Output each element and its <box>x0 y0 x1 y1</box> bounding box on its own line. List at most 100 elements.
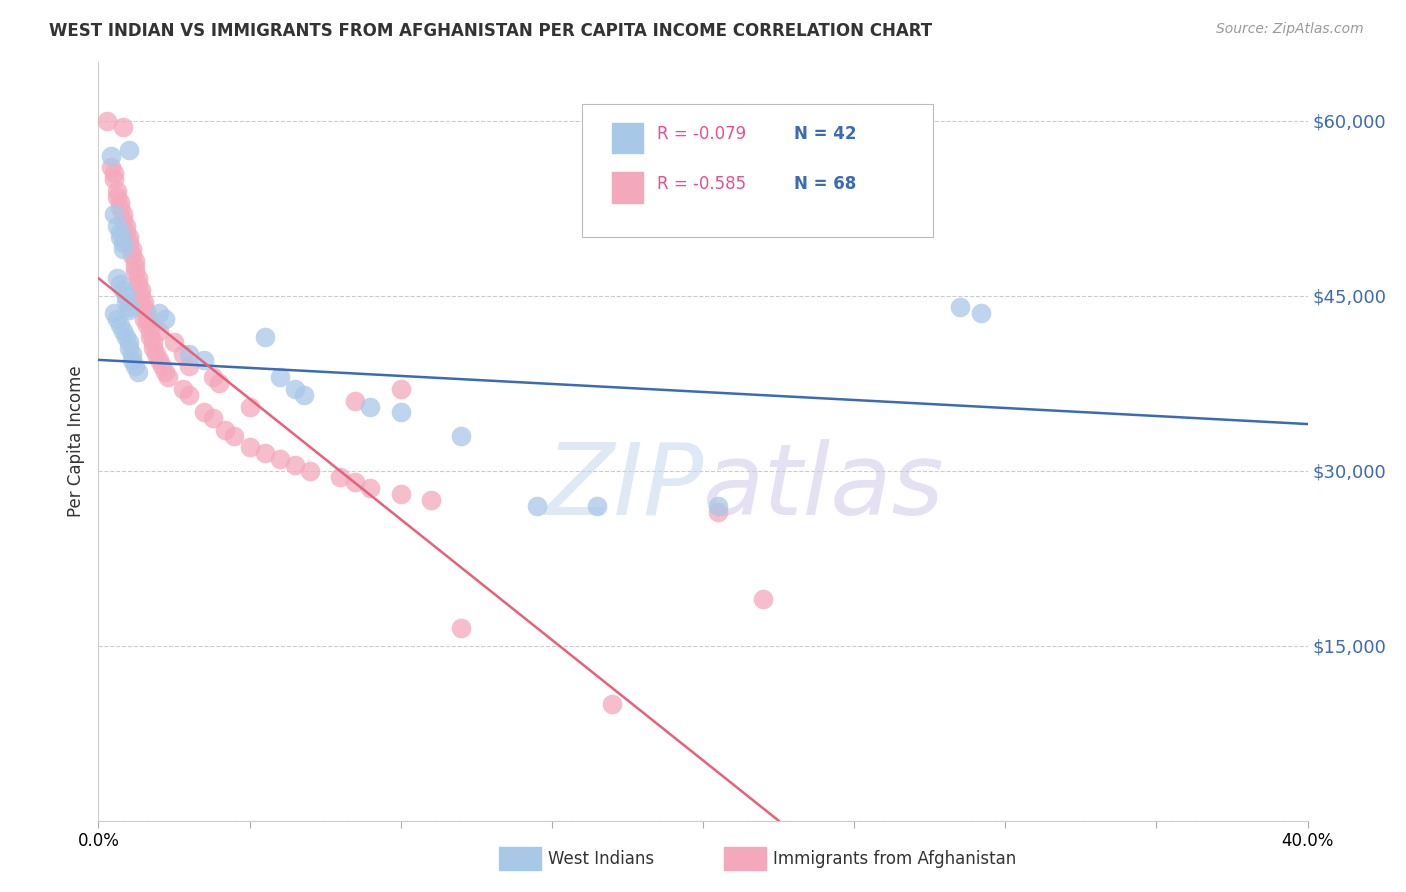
Point <box>148 352 170 367</box>
Point <box>105 184 128 198</box>
Point <box>124 253 146 268</box>
Point <box>118 302 141 317</box>
Point <box>108 201 131 215</box>
FancyBboxPatch shape <box>613 123 643 153</box>
Point <box>121 352 143 367</box>
Point <box>118 230 141 244</box>
Point <box>118 335 141 350</box>
Point <box>103 306 125 320</box>
Point <box>142 335 165 350</box>
Point <box>202 411 225 425</box>
Point <box>105 219 128 233</box>
Point <box>121 242 143 256</box>
Point <box>111 324 134 338</box>
Point <box>360 400 382 414</box>
Point <box>135 306 157 320</box>
Point <box>253 446 276 460</box>
Point <box>224 428 246 442</box>
Point <box>949 301 972 315</box>
Point <box>153 365 176 379</box>
Point <box>163 335 186 350</box>
Point <box>108 195 131 210</box>
Point <box>111 120 134 134</box>
Point <box>118 341 141 355</box>
Point <box>193 405 215 419</box>
Point <box>344 393 367 408</box>
Point <box>108 277 131 291</box>
Point <box>114 225 136 239</box>
Point <box>526 499 548 513</box>
Point <box>135 312 157 326</box>
Point <box>139 329 162 343</box>
Point <box>124 260 146 274</box>
Point <box>111 242 134 256</box>
Point <box>124 265 146 279</box>
Point <box>269 452 291 467</box>
Point <box>193 352 215 367</box>
Point <box>389 405 412 419</box>
Text: N = 68: N = 68 <box>793 175 856 193</box>
Point <box>100 149 122 163</box>
Point <box>239 400 262 414</box>
Point <box>111 213 134 227</box>
Text: WEST INDIAN VS IMMIGRANTS FROM AFGHANISTAN PER CAPITA INCOME CORRELATION CHART: WEST INDIAN VS IMMIGRANTS FROM AFGHANIST… <box>49 22 932 40</box>
Point <box>148 306 170 320</box>
Point <box>284 458 307 472</box>
Point <box>139 324 162 338</box>
Point <box>118 236 141 251</box>
Point <box>179 347 201 361</box>
Point <box>172 347 194 361</box>
Point <box>179 359 201 373</box>
Point <box>118 301 141 315</box>
Point <box>118 143 141 157</box>
Text: Immigrants from Afghanistan: Immigrants from Afghanistan <box>773 849 1017 868</box>
Point <box>127 271 149 285</box>
Point <box>179 388 201 402</box>
Point <box>111 236 134 251</box>
Point <box>108 230 131 244</box>
Point <box>127 277 149 291</box>
Point <box>292 388 315 402</box>
Text: atlas: atlas <box>703 439 945 535</box>
Point <box>150 359 173 373</box>
Point <box>132 301 155 315</box>
Point <box>172 382 194 396</box>
Point <box>148 324 170 338</box>
Point <box>602 697 624 711</box>
Point <box>121 347 143 361</box>
Text: R = -0.079: R = -0.079 <box>657 126 747 144</box>
Point <box>132 312 155 326</box>
Point <box>105 312 128 326</box>
FancyBboxPatch shape <box>582 104 932 236</box>
Point <box>127 365 149 379</box>
Point <box>707 499 730 513</box>
Point <box>111 283 134 297</box>
Point <box>450 621 472 635</box>
Text: N = 42: N = 42 <box>793 126 856 144</box>
Point <box>269 370 291 384</box>
Point <box>114 289 136 303</box>
Point <box>114 219 136 233</box>
Point <box>707 504 730 518</box>
Point <box>253 329 276 343</box>
Point <box>142 341 165 355</box>
FancyBboxPatch shape <box>613 172 643 202</box>
Point <box>121 248 143 262</box>
Point <box>208 376 231 391</box>
Point <box>103 166 125 180</box>
Point <box>100 161 122 175</box>
Point <box>344 475 367 490</box>
Point <box>284 382 307 396</box>
Point <box>108 318 131 332</box>
Point <box>389 382 412 396</box>
Point <box>156 370 179 384</box>
Point <box>105 189 128 203</box>
Point <box>450 428 472 442</box>
Point <box>153 312 176 326</box>
Point <box>114 294 136 309</box>
Point <box>124 359 146 373</box>
Point <box>145 347 167 361</box>
Text: R = -0.585: R = -0.585 <box>657 175 747 193</box>
Point <box>299 464 322 478</box>
Point <box>752 592 775 607</box>
